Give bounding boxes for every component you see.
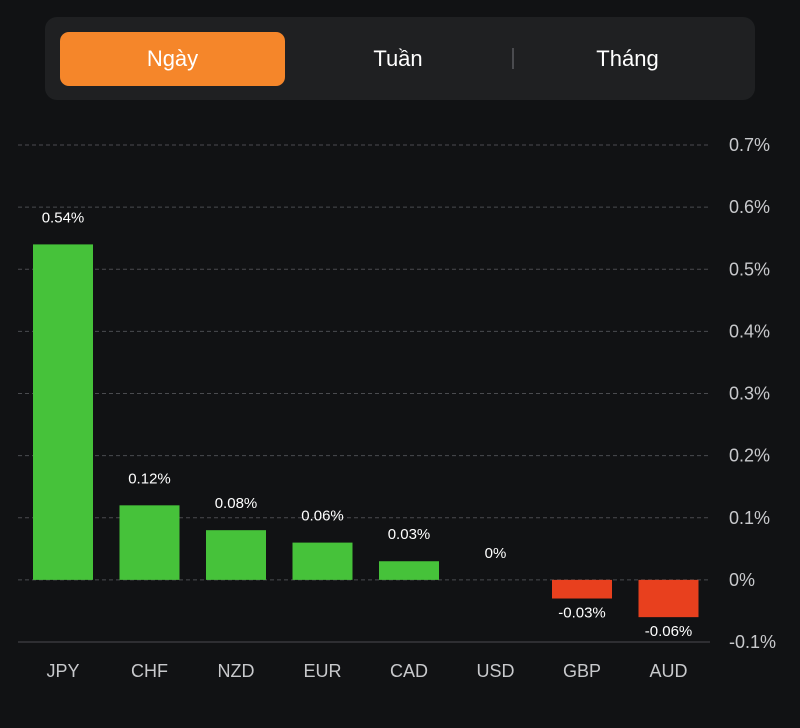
- data-label: -0.03%: [558, 605, 606, 622]
- data-label: 0%: [485, 545, 507, 562]
- data-label: 0.03%: [388, 526, 431, 543]
- x-tick-label: USD: [476, 661, 514, 681]
- y-tick-label: 0.1%: [729, 508, 770, 528]
- data-label: 0.54%: [42, 209, 85, 226]
- bar-cad: [379, 561, 439, 580]
- bar-gbp: [552, 579, 612, 599]
- tab-day[interactable]: Ngày: [60, 32, 285, 86]
- x-tick-label: GBP: [563, 661, 601, 681]
- y-tick-label: 0.7%: [729, 135, 770, 155]
- y-tick-label: 0.2%: [729, 446, 770, 466]
- data-label: 0.12%: [128, 470, 171, 487]
- bar-eur: [292, 542, 353, 580]
- bar-nzd: [206, 530, 266, 580]
- x-tick-label: CAD: [390, 661, 428, 681]
- tab-week[interactable]: Tuần: [373, 46, 423, 71]
- x-tick-label: NZD: [218, 661, 255, 681]
- period-selector: Ngày Tuần Tháng: [45, 17, 755, 100]
- x-tick-label: JPY: [46, 661, 79, 681]
- tab-month[interactable]: Tháng: [596, 46, 659, 71]
- y-tick-label: 0.6%: [729, 197, 770, 217]
- x-tick-label: AUD: [649, 661, 687, 681]
- x-tick-label: EUR: [303, 661, 341, 681]
- data-label: 0.06%: [301, 508, 344, 525]
- data-label: -0.06%: [645, 623, 693, 640]
- y-tick-label: 0.4%: [729, 321, 770, 341]
- y-tick-label: -0.1%: [729, 632, 776, 652]
- bar-jpy: [33, 244, 93, 580]
- bar-chf: [119, 505, 180, 580]
- tab-divider: [512, 48, 514, 69]
- x-tick-label: CHF: [131, 661, 168, 681]
- bar-aud: [638, 579, 699, 618]
- y-tick-label: 0.5%: [729, 259, 770, 279]
- y-tick-label: 0.3%: [729, 384, 770, 404]
- data-label: 0.08%: [215, 495, 258, 512]
- y-tick-label: 0%: [729, 570, 755, 590]
